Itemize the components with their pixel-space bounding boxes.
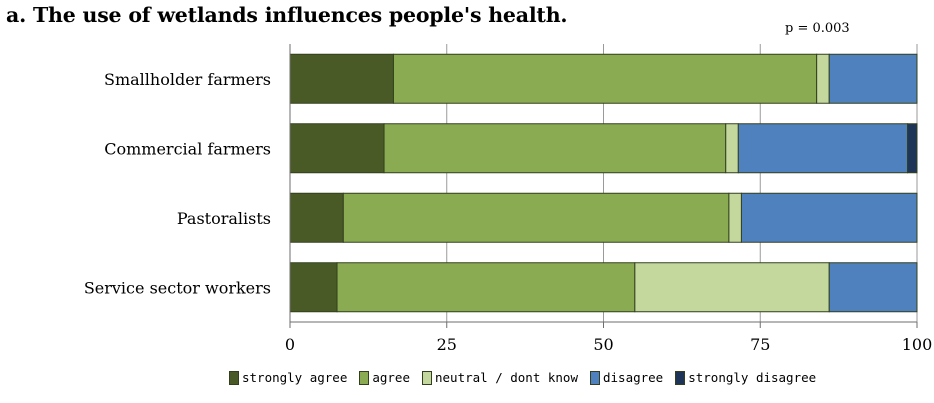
legend-item: disagree: [590, 370, 663, 385]
bar-segment-strongly-agree: [289, 53, 394, 104]
legend-swatch: [359, 370, 370, 385]
legend-label: disagree: [603, 370, 664, 385]
x-tick-label: 100: [902, 335, 933, 354]
legend-swatch: [675, 370, 686, 385]
bar-segment-strongly-agree: [289, 192, 344, 243]
bar-segment-agree: [392, 53, 818, 104]
stacked-bar-chart: 0 25 50 75 100 Smallholder farmers Commercial …: [84, 44, 932, 354]
bar-segment-disagree: [737, 123, 909, 174]
p-value-annotation: p = 0.003: [785, 21, 850, 36]
category-label: Smallholder farmers: [104, 70, 271, 89]
legend-label: strongly agree: [242, 370, 348, 385]
labels: 0 25 50 75 100 Smallholder farmers Commercial …: [84, 70, 932, 354]
x-tick-label: 0: [285, 335, 295, 354]
legend-swatch: [422, 370, 432, 385]
bar-segment-disagree: [828, 262, 918, 313]
bar-segment-agree: [336, 262, 636, 313]
x-tick-label: 25: [437, 335, 457, 354]
bar-segment-neutral-dont-know: [634, 262, 830, 313]
bar-segment-neutral-dont-know: [725, 123, 739, 174]
legend-swatch: [229, 370, 239, 385]
bar-segment-strongly-agree: [289, 262, 338, 313]
legend-item: neutral / dont know: [422, 370, 578, 385]
legend-item: strongly agree: [229, 370, 347, 385]
bar-segment-neutral-dont-know: [728, 192, 742, 243]
bar-segment-disagree: [740, 192, 918, 243]
category-label: Commercial farmers: [104, 139, 271, 158]
legend-item: agree: [359, 370, 410, 385]
category-label: Pastoralists: [177, 209, 271, 228]
bar-segment-neutral-dont-know: [816, 53, 830, 104]
bars: [289, 53, 918, 313]
bar-segment-strongly-disagree: [907, 123, 918, 174]
bar-segment-disagree: [828, 53, 918, 104]
legend-item: strongly disagree: [675, 370, 816, 385]
x-tick-label: 75: [750, 335, 770, 354]
legend: strongly agree agree neutral / dont know di…: [229, 370, 828, 385]
x-tick-label: 50: [593, 335, 613, 354]
legend-label: strongly disagree: [688, 370, 817, 385]
bar-segment-agree: [342, 192, 730, 243]
legend-swatch: [590, 370, 600, 385]
legend-label: neutral / dont know: [435, 370, 578, 385]
bar-segment-strongly-agree: [289, 123, 385, 174]
legend-label: agree: [372, 370, 410, 385]
category-label: Service sector workers: [84, 278, 271, 297]
chart-title: a. The use of wetlands influences people…: [6, 3, 568, 27]
axes: [289, 44, 918, 328]
bar-segment-agree: [383, 123, 727, 174]
